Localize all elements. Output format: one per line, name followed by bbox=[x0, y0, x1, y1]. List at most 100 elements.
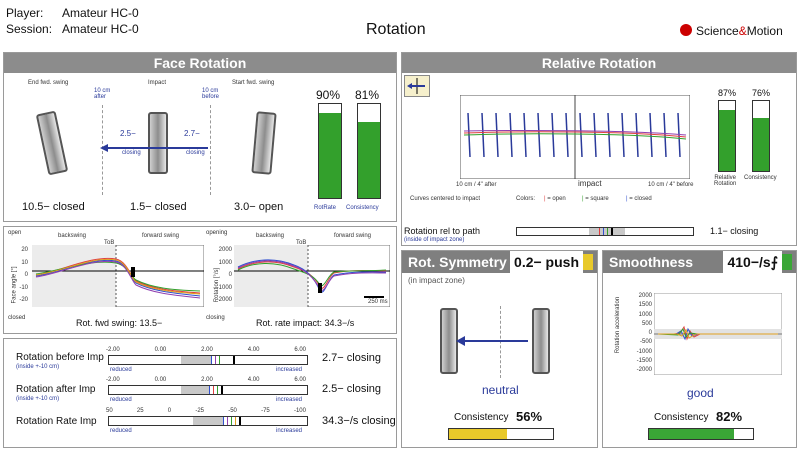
metric-before-bar bbox=[108, 355, 308, 365]
metric-before-value: 2.7− closing bbox=[322, 352, 382, 364]
symmetry-panel: Rot. Symmetry 0.2− push bbox=[401, 250, 598, 448]
metric-after-sub: (inside +-10 cm) bbox=[16, 396, 60, 402]
player-value: Amateur HC-0 bbox=[62, 6, 139, 20]
curves-note: Curves centered to impact bbox=[410, 196, 481, 202]
arrow2-value: 2.7− bbox=[184, 129, 200, 138]
after-label: 10 cm after bbox=[94, 88, 111, 100]
end-swing-label: End fwd. swing bbox=[28, 80, 69, 86]
smoothness-result: good bbox=[687, 386, 714, 400]
smoothness-consistency-label: Consistency bbox=[654, 412, 709, 423]
metric-after-bar bbox=[108, 385, 308, 395]
smoothness-consistency-pct: 82% bbox=[716, 409, 743, 424]
symmetry-club-right-icon bbox=[532, 308, 550, 374]
metric-before-ticks: -2.00 0.00 2.00 4.00 6.00 bbox=[106, 347, 306, 353]
rel-path-sub: (inside of impact zone) bbox=[404, 237, 465, 243]
relative-rotation-mark bbox=[565, 112, 569, 158]
right-rotation-rate-plot bbox=[234, 245, 390, 307]
relative-rotation-mark bbox=[551, 112, 555, 158]
after-dashed-line bbox=[102, 105, 103, 195]
smoothness-value: 410−/s⨍ bbox=[723, 251, 782, 273]
end-value: 10.5− closed bbox=[22, 201, 85, 213]
club-orientation-icon[interactable] bbox=[404, 75, 430, 97]
consistency-label: Consistency bbox=[346, 205, 379, 211]
symmetry-consistency-bar bbox=[448, 428, 554, 440]
metric-after-value: 2.5− closing bbox=[322, 383, 382, 395]
symmetry-status-swatch bbox=[583, 254, 593, 270]
metric-after-ticks: -2.00 0.00 2.00 4.00 6.00 bbox=[106, 377, 306, 383]
colors-label: Colors: bbox=[516, 196, 536, 202]
rel-path-value: 1.1− closing bbox=[710, 226, 759, 236]
right-plot-caption: Rot. rate impact: 34.3−/s bbox=[256, 318, 355, 328]
relative-rotation-bar-label: Relative Rotation bbox=[714, 175, 737, 187]
metric-after-reduced: reduced bbox=[110, 397, 132, 403]
smoothness-title: Smoothness bbox=[609, 254, 694, 270]
metric-rate-label: Rotation Rate Imp bbox=[16, 416, 97, 427]
relative-rotation-mark bbox=[509, 112, 513, 158]
metric-rate-increased: increased bbox=[276, 428, 303, 434]
start-swing-label: Start fwd. swing bbox=[232, 80, 275, 86]
club-impact-icon bbox=[148, 112, 168, 174]
legend-square: | = square bbox=[582, 196, 609, 202]
rel-path-label: Rotation rel to path bbox=[404, 226, 481, 236]
impact-value: 1.5− closed bbox=[130, 201, 187, 213]
right-plot-scale: 250 ms bbox=[368, 299, 388, 305]
rel-consistency-bar bbox=[752, 100, 770, 172]
relative-rotation-mark bbox=[523, 112, 527, 158]
consistency-bar-fill bbox=[358, 121, 380, 198]
left-plot-ticks: 20 10 0 -10 -20 bbox=[19, 247, 28, 303]
legend-open: | = open bbox=[544, 196, 566, 202]
face-rotation-title: Face Rotation bbox=[4, 53, 396, 73]
relative-rotation-title: Relative Rotation bbox=[402, 53, 796, 73]
symmetry-title-bar: Rot. Symmetry 0.2− push bbox=[402, 251, 597, 273]
relative-rotation-plot bbox=[460, 95, 690, 179]
rel-consistency-pct: 76% bbox=[752, 88, 771, 98]
right-plot-forward: forward swing bbox=[334, 233, 372, 239]
symmetry-result: neutral bbox=[482, 383, 519, 397]
brand-logo-icon bbox=[680, 24, 692, 36]
smoothness-ylabel: Rotation acceleration bbox=[615, 296, 622, 354]
session-value: Amateur HC-0 bbox=[62, 22, 139, 36]
relative-rotation-mark bbox=[649, 112, 653, 158]
metric-before-increased: increased bbox=[276, 367, 303, 373]
right-plot-closing: closing bbox=[206, 315, 225, 321]
left-plot-caption: Rot. fwd swing: 13.5− bbox=[76, 318, 163, 328]
metric-rate-reduced: reduced bbox=[110, 428, 132, 434]
metric-before-label: Rotation before Imp bbox=[16, 352, 104, 363]
symmetry-title: Rot. Symmetry bbox=[408, 254, 507, 270]
legend-closed: | = closed bbox=[626, 196, 652, 202]
brand-name: Science&Motion bbox=[696, 24, 783, 38]
metric-before-sub: (inside +-10 cm) bbox=[16, 364, 60, 370]
smoothness-plot bbox=[654, 293, 782, 375]
relative-rotation-mark bbox=[481, 112, 485, 158]
symmetry-value: 0.2− push bbox=[510, 251, 583, 273]
impact-label: Impact bbox=[148, 80, 167, 86]
relative-rotation-mark bbox=[537, 112, 541, 158]
symmetry-consistency-pct: 56% bbox=[516, 409, 543, 424]
rel-consistency-bar-label: Consistency bbox=[744, 175, 777, 181]
metric-after-label: Rotation after Imp bbox=[16, 384, 96, 395]
rotrate-bar bbox=[318, 103, 342, 199]
relative-rotation-mark bbox=[635, 112, 639, 158]
left-plot-backswing: backswing bbox=[58, 233, 87, 239]
arrow1-value: 2.5− bbox=[120, 129, 136, 138]
before-axis-label: 10 cm / 4" before bbox=[648, 182, 694, 188]
relative-rotation-mark bbox=[495, 112, 499, 158]
face-arrows-icon bbox=[100, 144, 208, 152]
smoothness-ticks: 2000 1500 1000 500 0 -500 -1000 -1500 -2000 bbox=[636, 293, 652, 374]
relative-rotation-mark bbox=[579, 112, 583, 158]
relative-rotation-bar bbox=[718, 100, 736, 172]
right-plot-ticks: 2000 1000 0 -1000 -2000 bbox=[216, 247, 232, 303]
before-label: 10 cm before bbox=[202, 88, 220, 100]
player-label: Player: bbox=[6, 6, 44, 20]
left-plot-closed: closed bbox=[8, 315, 26, 321]
relative-rotation-mark bbox=[593, 112, 597, 158]
metric-rate-bar bbox=[108, 416, 308, 426]
metric-rate-value: 34.3−/s closing bbox=[322, 415, 396, 427]
impact-axis-label: impact bbox=[578, 179, 602, 188]
left-plot-forward: forward swing bbox=[142, 233, 180, 239]
right-plot-backswing: backswing bbox=[256, 233, 285, 239]
arrow2-text: closing bbox=[186, 150, 205, 156]
start-value: 3.0− open bbox=[234, 201, 284, 213]
after-axis-label: 10 cm / 4" after bbox=[456, 182, 497, 188]
relative-rotation-pct: 87% bbox=[718, 88, 737, 98]
